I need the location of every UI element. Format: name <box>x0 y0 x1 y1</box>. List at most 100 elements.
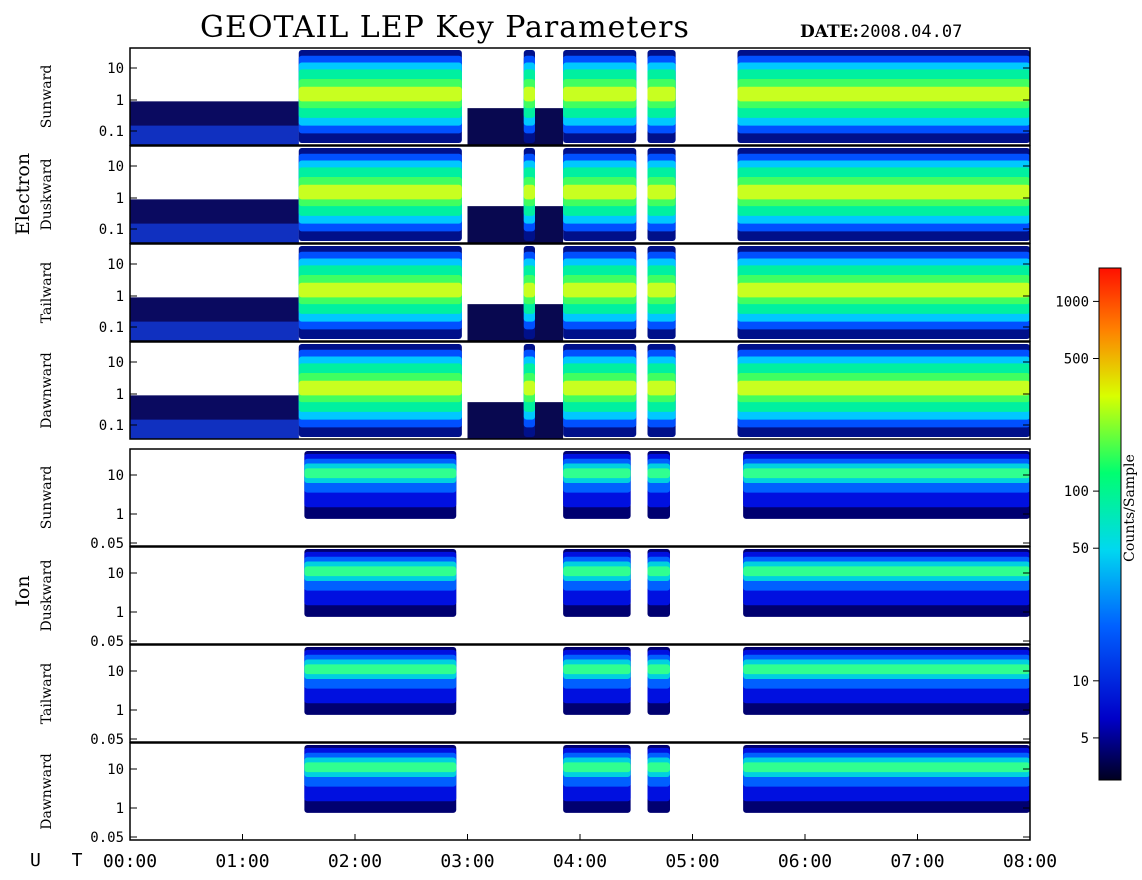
activity-band <box>304 664 457 675</box>
ion-panel-tailward: 10 1 0.05 Tailward <box>39 644 1031 748</box>
y-tick-label: 10 <box>107 355 124 371</box>
panel-label: Tailward <box>39 262 55 324</box>
colorbar-tick-label: 50 <box>1072 541 1089 557</box>
activity-band <box>563 282 637 298</box>
panel-label: Dawnward <box>39 352 55 429</box>
y-tick-label: 10 <box>107 664 124 680</box>
activity-band <box>523 282 535 298</box>
activity-band <box>563 184 637 200</box>
colorbar-tick-label: 500 <box>1064 352 1089 368</box>
activity-band <box>647 468 670 479</box>
activity-band <box>563 664 631 675</box>
y-tick-label: 0.05 <box>90 634 124 650</box>
electron-panel-duskward: 10 1 0.1 Duskward <box>39 145 1031 244</box>
panel-frame <box>129 341 1031 440</box>
panel-frame <box>129 546 1031 645</box>
y-tick-label: 10 <box>107 257 124 273</box>
x-tick-label: 00:00 <box>103 851 157 872</box>
y-tick-label: 1 <box>116 507 124 523</box>
y-tick-label: 10 <box>107 468 124 484</box>
x-tick-label: 03:00 <box>440 851 494 872</box>
panel-label: Sunward <box>39 65 55 129</box>
activity-band <box>737 184 1030 200</box>
panel-frame <box>129 243 1031 342</box>
activity-band <box>563 762 631 773</box>
activity-band <box>298 282 462 298</box>
background-band <box>467 206 564 243</box>
panel-label: Duskward <box>39 560 55 632</box>
panel-frame <box>129 47 1031 146</box>
y-tick-label: 0.1 <box>99 222 124 238</box>
activity-band <box>743 468 1030 479</box>
activity-band <box>563 566 631 577</box>
x-tick-label: 02:00 <box>328 851 382 872</box>
panel-frame <box>129 448 1031 547</box>
colorbar-tick-label: 10 <box>1072 674 1089 690</box>
y-tick-label: 1 <box>116 801 124 817</box>
chart-title: GEOTAIL LEP Key Parameters <box>200 10 690 45</box>
y-tick-label: 1 <box>116 93 124 109</box>
y-tick-label: 10 <box>107 566 124 582</box>
activity-band <box>743 762 1030 773</box>
x-tick-label: 06:00 <box>778 851 832 872</box>
y-tick-label: 10 <box>107 762 124 778</box>
panel-label: Tailward <box>39 663 55 725</box>
x-tick-label: 08:00 <box>1003 851 1057 872</box>
y-tick-label: 1 <box>116 703 124 719</box>
ion-panel-sunward: 10 1 0.05 Sunward <box>39 448 1031 552</box>
activity-band <box>563 468 631 479</box>
date-label: DATE: <box>800 22 859 42</box>
activity-band <box>563 86 637 102</box>
background-band <box>467 402 564 439</box>
background-band <box>130 419 299 439</box>
activity-band <box>304 566 457 577</box>
activity-band <box>298 184 462 200</box>
ut-axis-label: U T <box>30 850 93 871</box>
y-tick-label: 0.1 <box>99 124 124 140</box>
activity-band <box>647 184 676 200</box>
activity-band <box>298 86 462 102</box>
activity-band <box>523 184 535 200</box>
y-tick-label: 0.05 <box>90 536 124 552</box>
x-tick-label: 05:00 <box>665 851 719 872</box>
activity-band <box>523 380 535 396</box>
activity-band <box>743 566 1030 577</box>
activity-band <box>304 468 457 479</box>
activity-band <box>647 566 670 577</box>
background-band <box>130 321 299 341</box>
activity-band <box>647 380 676 396</box>
y-tick-label: 1 <box>116 191 124 207</box>
x-tick-label: 07:00 <box>890 851 944 872</box>
activity-band <box>737 86 1030 102</box>
background-band <box>467 108 564 145</box>
y-tick-label: 1 <box>116 605 124 621</box>
background-band <box>130 125 299 145</box>
activity-band <box>647 282 676 298</box>
y-tick-label: 10 <box>107 159 124 175</box>
activity-band <box>298 380 462 396</box>
electron-panel-dawnward: 10 1 0.1 Dawnward <box>39 341 1031 440</box>
x-tick-label: 01:00 <box>215 851 269 872</box>
colorbar-tick-label: 5 <box>1081 731 1089 747</box>
activity-band <box>647 664 670 675</box>
panel-label: Duskward <box>39 159 55 231</box>
activity-band <box>523 86 535 102</box>
panel-label: Dawnward <box>39 753 55 830</box>
colorbar-gradient <box>1098 267 1122 781</box>
activity-band <box>647 762 670 773</box>
ion-panel-dawnward: 10 1 0.05 Dawnward <box>39 742 1031 846</box>
date-value: 2008.04.07 <box>860 22 963 42</box>
x-tick-label: 04:00 <box>553 851 607 872</box>
y-tick-label: 1 <box>116 289 124 305</box>
activity-band <box>563 380 637 396</box>
activity-band <box>743 664 1030 675</box>
activity-band <box>304 762 457 773</box>
y-tick-label: 0.05 <box>90 732 124 748</box>
colorbar-tick-label: 1000 <box>1055 294 1089 310</box>
panel-frame <box>129 644 1031 743</box>
colorbar-tick-label: 100 <box>1064 484 1089 500</box>
panel-label: Sunward <box>39 466 55 530</box>
y-tick-label: 0.1 <box>99 320 124 336</box>
background-band <box>130 223 299 243</box>
electron-panel-sunward: 10 1 0.1 Sunward <box>39 47 1031 146</box>
